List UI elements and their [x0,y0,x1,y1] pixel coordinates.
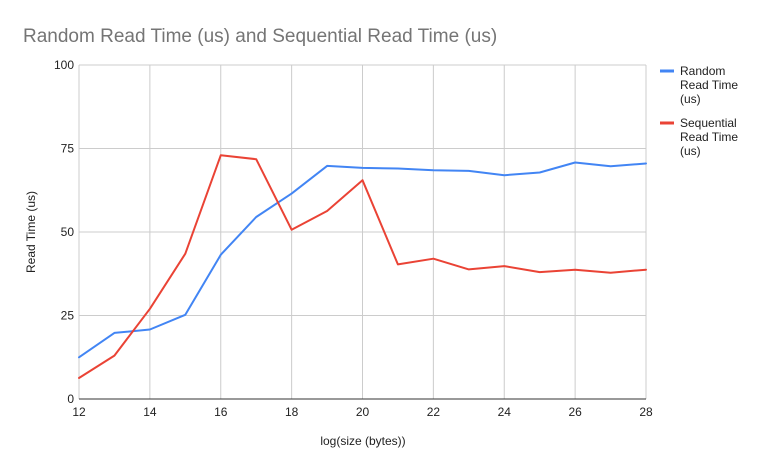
y-tick-label: 75 [61,142,75,156]
legend-label: (us) [680,92,701,106]
x-tick-label: 16 [214,405,228,419]
y-tick-label: 100 [54,58,74,72]
x-axis-ticks: 12 14 16 18 20 22 24 26 28 [72,405,653,419]
series-line-sequential [78,154,647,379]
gridlines [78,64,647,400]
series-line-random [78,161,647,359]
series-lines [78,154,647,379]
x-tick-label: 18 [285,405,299,419]
y-tick-label: 50 [61,225,75,239]
legend-label: (us) [680,144,701,158]
x-tick-label: 22 [427,405,441,419]
x-tick-label: 24 [498,405,512,419]
x-tick-label: 12 [72,405,86,419]
legend-label: Read Time [680,78,738,92]
y-tick-label: 0 [67,392,74,406]
y-tick-label: 25 [61,309,75,323]
x-tick-label: 20 [356,405,370,419]
x-tick-label: 28 [639,405,653,419]
legend-label: Read Time [680,130,738,144]
x-tick-label: 26 [568,405,582,419]
x-tick-label: 14 [143,405,157,419]
legend-label: Sequential [680,116,737,130]
legend-label: Random [680,64,725,78]
x-axis-title: log(size (bytes)) [320,434,405,448]
y-axis-title: Read Time (us) [24,191,38,273]
chart-title: Random Read Time (us) and Sequential Rea… [23,26,497,47]
y-axis-ticks: 0 25 50 75 100 [54,58,74,406]
